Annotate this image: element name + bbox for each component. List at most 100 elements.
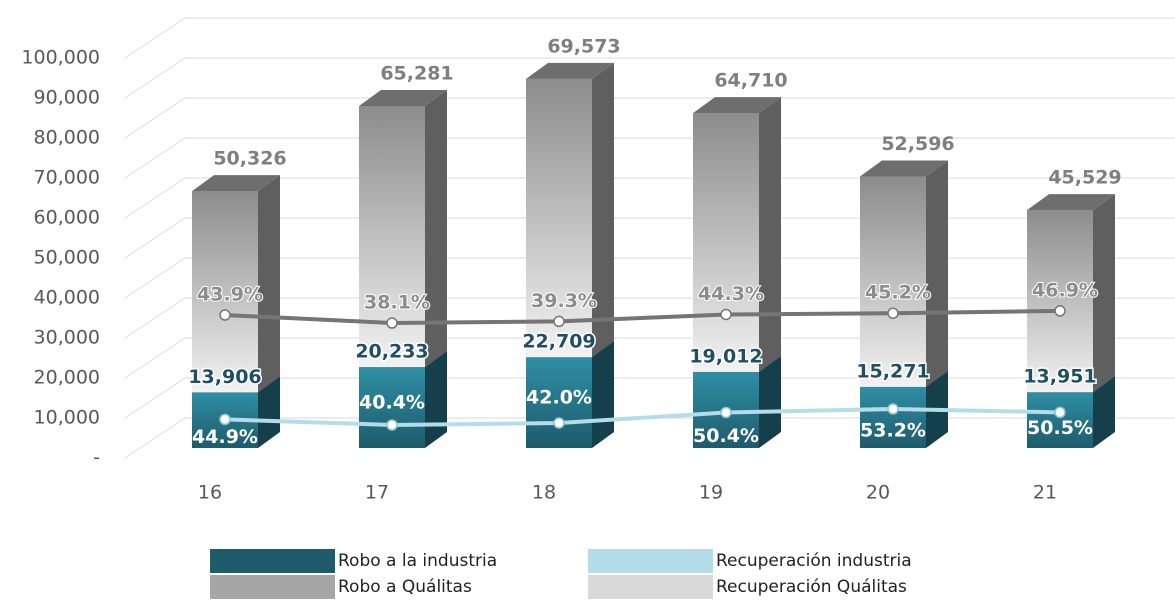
bar-qualitas-top bbox=[1027, 194, 1115, 211]
grid-line bbox=[124, 297, 1175, 339]
pct-label: 44.9% bbox=[192, 426, 258, 448]
legend-label: Recuperación industria bbox=[716, 551, 912, 571]
grid-line bbox=[124, 17, 1175, 59]
y-tick-label: 60,000 bbox=[34, 207, 100, 229]
qualitas-label: 64,710 bbox=[714, 70, 787, 92]
bar-industria-side bbox=[759, 355, 781, 448]
bar-qualitas-side bbox=[258, 175, 280, 393]
line-point bbox=[553, 417, 565, 429]
x-tick-label: 19 bbox=[699, 482, 723, 504]
bar-qualitas bbox=[1027, 210, 1093, 393]
legend-label: Recuperación Quálitas bbox=[716, 577, 907, 597]
grid-line bbox=[124, 377, 1175, 419]
pct-label: 38.1% bbox=[364, 292, 430, 314]
bar-qualitas-side bbox=[926, 160, 948, 387]
line-point bbox=[887, 307, 899, 319]
y-tick-label: 10,000 bbox=[34, 407, 100, 429]
pct-label: 45.2% bbox=[865, 282, 931, 304]
legend-swatch bbox=[588, 549, 713, 573]
qualitas-label: 50,326 bbox=[213, 148, 286, 170]
grid-line bbox=[124, 417, 1175, 459]
y-tick-label: 80,000 bbox=[34, 127, 100, 149]
pct-label: 42.0% bbox=[526, 387, 592, 409]
bar-qualitas-side bbox=[425, 89, 447, 368]
qualitas-label: 69,573 bbox=[547, 35, 620, 57]
bar-qualitas-top bbox=[693, 97, 781, 114]
industria-label: 13,906 bbox=[188, 366, 261, 388]
industria-label: 20,233 bbox=[355, 341, 428, 363]
legend-swatch bbox=[588, 575, 713, 599]
bar-industria bbox=[860, 386, 926, 448]
pct-label: 40.4% bbox=[359, 392, 425, 414]
line-industria bbox=[224, 406, 1061, 428]
bar-qualitas-side bbox=[759, 97, 781, 372]
qualitas-label: 45,529 bbox=[1048, 167, 1121, 189]
industria-label: 13,951 bbox=[1023, 366, 1096, 388]
legend-swatch bbox=[210, 549, 335, 573]
bar-qualitas-side bbox=[592, 62, 614, 358]
pct-label: 43.9% bbox=[197, 284, 263, 306]
pct-label: 44.3% bbox=[698, 283, 764, 305]
bar-industria bbox=[1027, 392, 1093, 448]
line-point bbox=[553, 315, 565, 328]
grid-line bbox=[124, 177, 1175, 219]
grid-line bbox=[124, 137, 1175, 179]
legend-swatch bbox=[210, 575, 335, 599]
industria-label: 22,709 bbox=[522, 331, 595, 353]
line-qualitas bbox=[224, 308, 1061, 326]
legend-label: Robo a Quálitas bbox=[338, 577, 472, 597]
qualitas-label: 52,596 bbox=[881, 133, 954, 155]
line-point bbox=[219, 309, 231, 321]
y-tick-label: 50,000 bbox=[34, 247, 100, 269]
bar-qualitas bbox=[192, 191, 258, 393]
line-point bbox=[219, 413, 231, 426]
y-tick-label: 70,000 bbox=[34, 167, 100, 189]
line-point bbox=[720, 406, 732, 419]
industria-label: 19,012 bbox=[689, 345, 762, 367]
x-tick-label: 20 bbox=[866, 482, 890, 504]
bar-qualitas bbox=[860, 176, 926, 387]
legend-label: Robo a la industria bbox=[338, 551, 497, 571]
x-tick-label: 18 bbox=[532, 482, 556, 504]
bar-qualitas-top bbox=[526, 62, 614, 79]
pct-label: 39.3% bbox=[531, 290, 597, 312]
y-tick-label: 30,000 bbox=[34, 327, 100, 349]
bar-industria-side bbox=[1093, 376, 1115, 448]
grid-line bbox=[124, 337, 1175, 379]
line-point bbox=[887, 403, 899, 415]
industria-label: 15,271 bbox=[856, 360, 929, 382]
bar-qualitas bbox=[526, 78, 592, 358]
grid-line bbox=[124, 217, 1175, 259]
bar-industria bbox=[526, 357, 592, 448]
y-tick-label: 40,000 bbox=[34, 287, 100, 309]
pct-label: 50.4% bbox=[693, 425, 759, 447]
y-tick-label: 20,000 bbox=[34, 367, 100, 389]
y-tick-label: 90,000 bbox=[34, 87, 100, 109]
bar-qualitas-top bbox=[359, 89, 447, 106]
line-point bbox=[386, 419, 398, 431]
line-point bbox=[1054, 406, 1066, 419]
y-tick-label: 100,000 bbox=[21, 47, 100, 69]
line-point bbox=[1054, 305, 1066, 317]
pct-label: 46.9% bbox=[1032, 279, 1098, 301]
bar-industria-side bbox=[425, 351, 447, 448]
grid-line bbox=[124, 57, 1175, 99]
pct-label: 50.5% bbox=[1027, 417, 1093, 439]
bar-industria-side bbox=[258, 376, 280, 448]
line-point bbox=[386, 317, 398, 329]
x-tick-label: 17 bbox=[365, 482, 389, 504]
bar-qualitas bbox=[693, 113, 759, 372]
grid-line bbox=[124, 257, 1175, 299]
bar-qualitas-side bbox=[1093, 194, 1115, 393]
line-point bbox=[720, 308, 732, 321]
y-tick-label: - bbox=[93, 447, 100, 469]
pct-label: 53.2% bbox=[860, 420, 926, 442]
bar-industria-side bbox=[592, 341, 614, 448]
bar-qualitas-top bbox=[192, 175, 280, 192]
x-tick-label: 16 bbox=[198, 482, 222, 504]
x-tick-label: 21 bbox=[1033, 482, 1057, 504]
bar-industria bbox=[359, 367, 425, 448]
bar-qualitas-top bbox=[860, 160, 948, 177]
qualitas-label: 65,281 bbox=[380, 62, 453, 84]
